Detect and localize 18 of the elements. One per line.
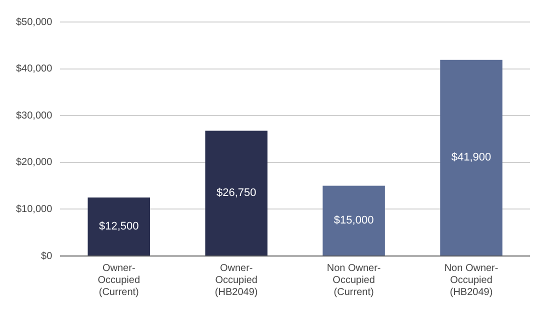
y-tick-label: $0: [41, 250, 53, 262]
y-tick-label: $20,000: [16, 157, 53, 168]
bar: [205, 130, 268, 256]
x-tick-label: Owner- Occupied (HB2049): [214, 262, 258, 298]
bar: [440, 60, 502, 256]
x-tick-label: Non Owner- Occupied (Current): [326, 262, 381, 298]
bar: [322, 186, 385, 256]
y-tick-label: $10,000: [16, 204, 53, 215]
data-label: $15,000: [334, 214, 374, 227]
bar: [88, 198, 150, 256]
data-label: $41,900: [451, 152, 492, 164]
data-label: $12,500: [98, 220, 139, 233]
y-tick-label: $30,000: [16, 110, 53, 122]
y-tick-label: $50,000: [16, 16, 53, 28]
data-label: $26,750: [216, 187, 256, 200]
y-tick-label: $40,000: [16, 64, 53, 75]
x-tick-label: Owner- Occupied (Current): [98, 262, 140, 298]
x-tick-label: Non Owner- Occupied (HB2049): [444, 262, 498, 298]
